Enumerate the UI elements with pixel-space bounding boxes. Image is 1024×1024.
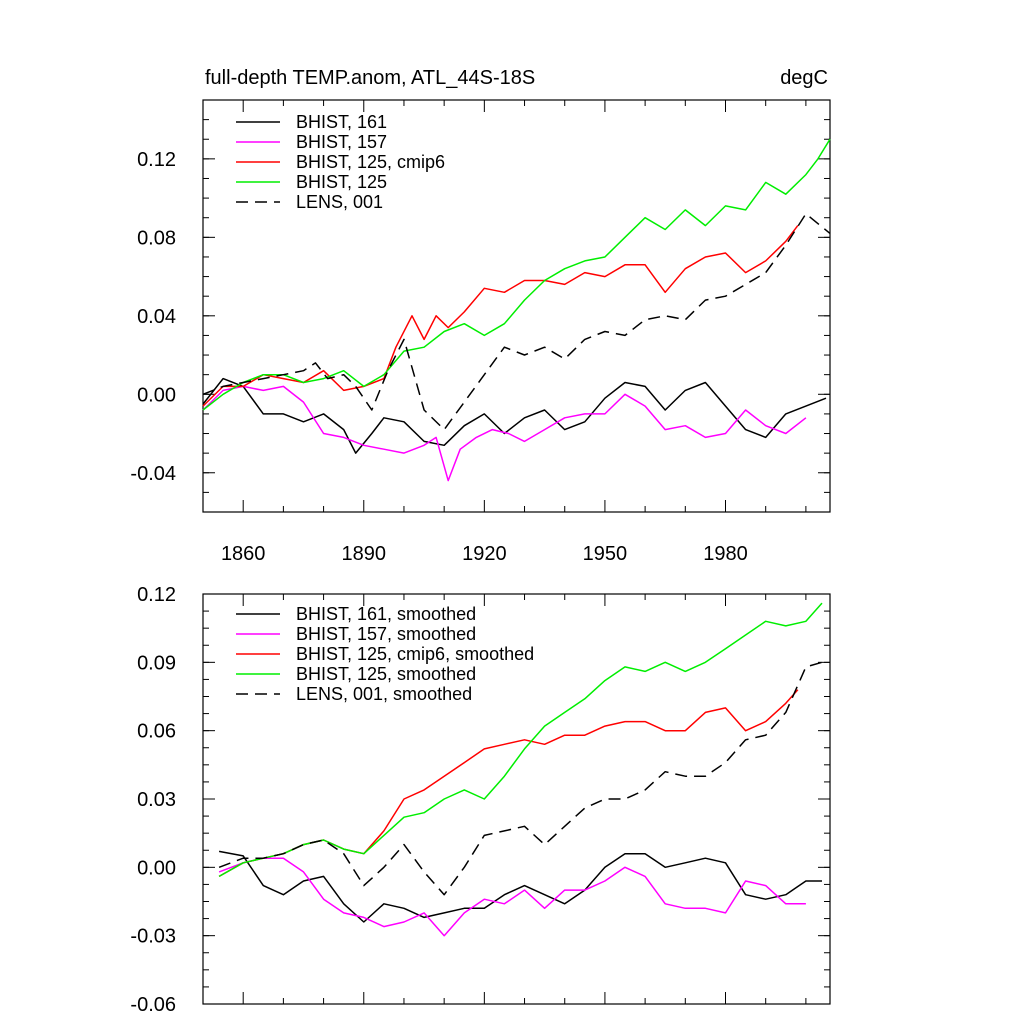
bottom-legend-label-bhist-161-smoothed: BHIST, 161, smoothed xyxy=(296,604,476,624)
top-x-tick-label: 1950 xyxy=(583,543,628,565)
top-series-line-bhist-161 xyxy=(202,377,827,454)
bottom-series-line-bhist-161-smoothed xyxy=(218,850,822,923)
top-title: full-depth TEMP.anom, ATL_44S-18S xyxy=(205,67,535,89)
top-y-axis-labels: -0.04 0.00 0.04 0.08 0.12 xyxy=(130,149,176,485)
bottom-series-line-bhist-125-cmip6-smoothed xyxy=(218,689,799,878)
top-axis-ticks xyxy=(203,99,830,513)
bottom-y-tick-label: 0.12 xyxy=(137,584,176,606)
bottom-y-tick-label: 0.06 xyxy=(137,721,176,743)
top-x-tick-label: 1980 xyxy=(703,543,748,565)
top-units-label: degC xyxy=(780,67,828,89)
bottom-series-line-lens-001-smoothed xyxy=(218,661,823,896)
top-series-line-lens-001 xyxy=(202,213,831,431)
top-y-tick-label: -0.04 xyxy=(130,463,176,485)
bottom-legend-label-bhist-125-cmip6-smoothed: BHIST, 125, cmip6, smoothed xyxy=(296,644,534,664)
bottom-y-axis-labels: -0.06 -0.03 0.00 0.03 0.06 0.09 0.12 xyxy=(130,584,176,1016)
top-y-tick-label: 0.04 xyxy=(137,306,176,328)
bottom-legend-label-bhist-157-smoothed: BHIST, 157, smoothed xyxy=(296,624,476,644)
top-legend-label-bhist-161: BHIST, 161 xyxy=(296,112,387,132)
top-legend-label-bhist-125: BHIST, 125 xyxy=(296,172,387,192)
top-panel: full-depth TEMP.anom, ATL_44S-18S degC 1… xyxy=(130,67,831,565)
bottom-legend-label-lens-001-smoothed: LENS, 001, smoothed xyxy=(296,684,472,704)
bottom-y-tick-label: 0.00 xyxy=(137,857,176,879)
top-y-tick-label: 0.08 xyxy=(137,227,176,249)
bottom-panel: -0.06 -0.03 0.00 0.03 0.06 0.09 0.12 BHIST, 16… xyxy=(130,584,831,1016)
top-legend-label-bhist-125-cmip6: BHIST, 125, cmip6 xyxy=(296,152,445,172)
top-legend-label-bhist-157: BHIST, 157 xyxy=(296,132,387,152)
bottom-y-tick-label: -0.03 xyxy=(130,926,176,948)
top-x-axis-labels: 1860 1890 1920 1950 1980 xyxy=(221,543,748,565)
top-x-tick-label: 1860 xyxy=(221,543,266,565)
top-series-lines xyxy=(202,138,831,482)
bottom-y-tick-label: 0.03 xyxy=(137,789,176,811)
bottom-y-tick-label: 0.09 xyxy=(137,652,176,674)
top-x-tick-label: 1890 xyxy=(342,543,387,565)
top-y-tick-label: 0.12 xyxy=(137,149,176,171)
bottom-series-lines xyxy=(218,602,823,937)
top-plot-frame xyxy=(202,99,831,513)
top-series-line-bhist-125 xyxy=(202,138,831,411)
top-legend-label-lens-001: LENS, 001 xyxy=(296,192,383,212)
top-y-tick-label: 0.00 xyxy=(137,384,176,406)
top-x-tick-label: 1920 xyxy=(462,543,507,565)
top-series-line-bhist-157 xyxy=(202,385,807,482)
top-series-line-bhist-125-cmip6 xyxy=(202,225,799,407)
bottom-legend-label-bhist-125-smoothed: BHIST, 125, smoothed xyxy=(296,664,476,684)
bottom-y-tick-label: -0.06 xyxy=(130,994,176,1016)
bottom-series-line-bhist-125-smoothed xyxy=(218,602,823,878)
bottom-series-line-bhist-157-smoothed xyxy=(218,857,806,937)
